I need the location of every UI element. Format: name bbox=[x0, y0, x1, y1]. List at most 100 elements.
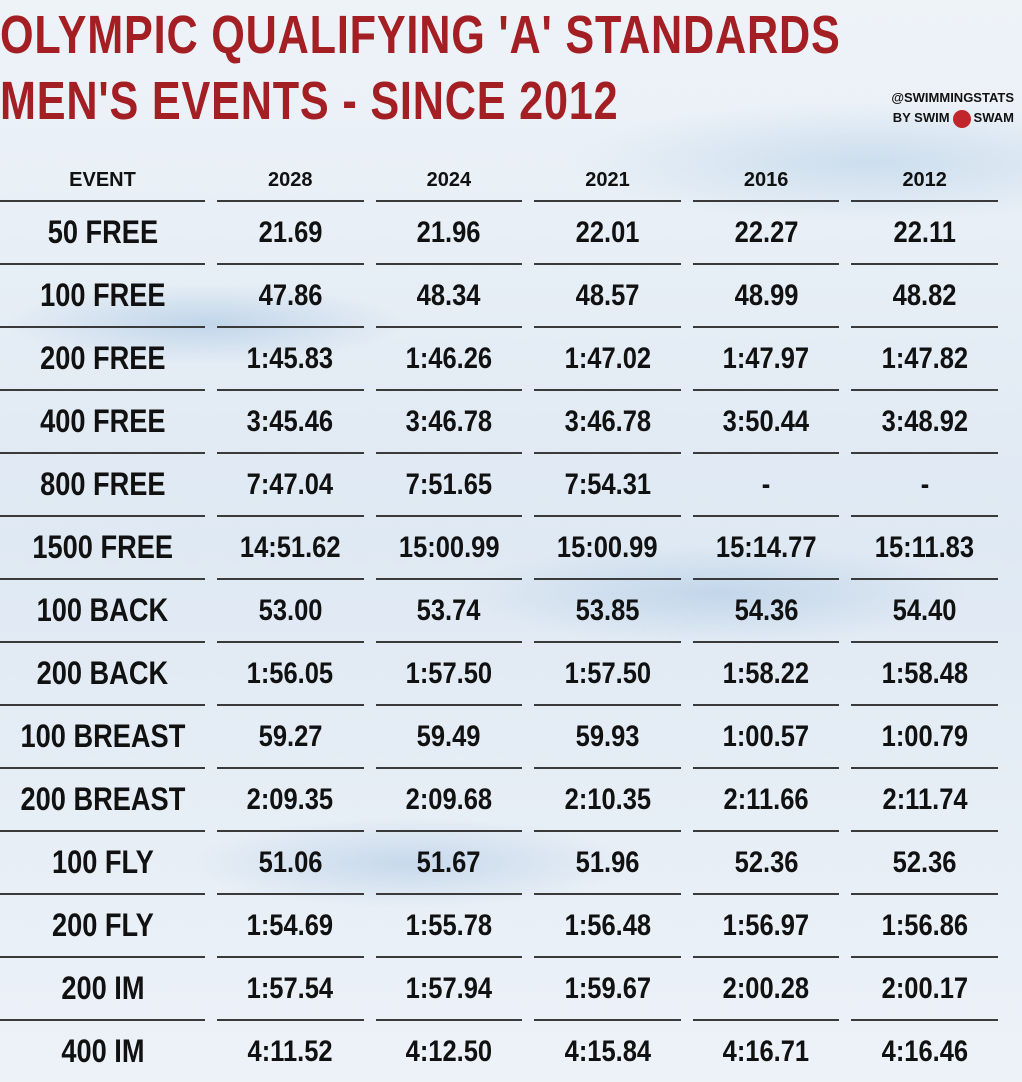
time-cell: 47.86 bbox=[217, 265, 364, 328]
time: 54.40 bbox=[892, 593, 957, 627]
time: 48.82 bbox=[892, 278, 957, 312]
time-cell: 51.96 bbox=[534, 832, 681, 895]
time: 48.57 bbox=[575, 278, 640, 312]
time: 51.06 bbox=[258, 845, 323, 879]
time: 59.27 bbox=[258, 719, 323, 753]
time: 51.67 bbox=[416, 845, 481, 879]
time-cell: 2:11.66 bbox=[692, 769, 840, 832]
time-cell: 1:46.26 bbox=[375, 328, 523, 391]
time: 1:55.78 bbox=[405, 908, 493, 942]
time: 52.36 bbox=[734, 845, 798, 879]
event-cell: 200 IM bbox=[0, 958, 205, 1021]
time-cell: 1:57.50 bbox=[375, 643, 523, 706]
time-cell: 22.01 bbox=[534, 202, 681, 265]
time-cell: 15:00.99 bbox=[375, 517, 523, 580]
time-cell: 54.40 bbox=[851, 580, 998, 643]
time: 15:00.99 bbox=[398, 530, 500, 564]
row: 800 FREE 7:47.04 7:51.65 7:54.31 - - bbox=[0, 454, 998, 517]
row: 400 FREE 3:45.46 3:46.78 3:46.78 3:50.44 3:48… bbox=[0, 391, 998, 454]
time-cell: 1:57.54 bbox=[217, 958, 364, 1021]
row: 200 FREE 1:45.83 1:46.26 1:47.02 1:47.97 1:47… bbox=[0, 328, 998, 391]
time: 4:11.52 bbox=[247, 1034, 333, 1068]
credit-text: SWAM bbox=[973, 110, 1014, 125]
time-cell: 1:59.67 bbox=[534, 958, 681, 1021]
time-cell: 52.36 bbox=[851, 832, 998, 895]
event-cell: 100 FREE bbox=[0, 265, 205, 328]
time: 1:56.86 bbox=[881, 908, 968, 942]
credit: @SWIMMINGSTATS BY SWIM SWAM bbox=[891, 88, 1014, 128]
time: 3:45.46 bbox=[247, 404, 334, 438]
time-cell: 53.85 bbox=[534, 580, 681, 643]
time: 22.27 bbox=[734, 215, 798, 249]
time: 21.69 bbox=[258, 215, 323, 249]
time-cell: 51.06 bbox=[217, 832, 364, 895]
row: 50 FREE 21.69 21.96 22.01 22.27 22.11 bbox=[0, 202, 998, 265]
row: 200 BACK 1:56.05 1:57.50 1:57.50 1:58.22 1:58… bbox=[0, 643, 998, 706]
time: 53.74 bbox=[416, 593, 481, 627]
event-cell: 100 BACK bbox=[0, 580, 205, 643]
time: 7:47.04 bbox=[247, 467, 334, 501]
column-header: EVENT bbox=[0, 160, 205, 202]
time: 1:00.57 bbox=[722, 719, 810, 753]
time-cell: 48.57 bbox=[534, 265, 681, 328]
time: 14:51.62 bbox=[239, 530, 341, 564]
time-cell: 48.99 bbox=[692, 265, 840, 328]
time: 1:57.94 bbox=[405, 971, 493, 1005]
time-cell: 1:47.02 bbox=[534, 328, 681, 391]
time: 53.85 bbox=[575, 593, 640, 627]
time-cell: - bbox=[851, 454, 998, 517]
row: 200 IM 1:57.54 1:57.94 1:59.67 2:00.28 2:00.1… bbox=[0, 958, 998, 1021]
time: 4:15.84 bbox=[564, 1034, 651, 1068]
time-cell: 48.82 bbox=[851, 265, 998, 328]
time: 4:12.50 bbox=[405, 1034, 493, 1068]
time: 15:00.99 bbox=[557, 530, 658, 564]
time: 1:54.69 bbox=[247, 908, 334, 942]
time-cell: 53.00 bbox=[217, 580, 364, 643]
time-cell: 1:47.97 bbox=[692, 328, 840, 391]
time-cell: 51.67 bbox=[375, 832, 523, 895]
event-name: 100 FLY bbox=[51, 844, 154, 880]
time-cell: 1:00.57 bbox=[692, 706, 840, 769]
event-name: 200 IM bbox=[60, 970, 145, 1006]
time: 7:54.31 bbox=[564, 467, 651, 501]
time: 3:46.78 bbox=[564, 404, 651, 438]
time-cell: 4:16.46 bbox=[851, 1021, 998, 1082]
time-cell: 3:46.78 bbox=[375, 391, 523, 454]
row: 400 IM 4:11.52 4:12.50 4:15.84 4:16.71 4:16.4… bbox=[0, 1021, 998, 1082]
time-cell: 54.36 bbox=[692, 580, 840, 643]
row: 100 FLY 51.06 51.67 51.96 52.36 52.36 bbox=[0, 832, 998, 895]
event-cell: 400 FREE bbox=[0, 391, 205, 454]
time-cell: 1:47.82 bbox=[851, 328, 998, 391]
time-cell: 48.34 bbox=[375, 265, 523, 328]
time: 47.86 bbox=[258, 278, 323, 312]
time: 4:16.71 bbox=[722, 1034, 810, 1068]
event-name: 50 FREE bbox=[47, 214, 158, 250]
time: 59.49 bbox=[416, 719, 481, 753]
time: 22.11 bbox=[893, 215, 956, 249]
time: 1:58.48 bbox=[881, 656, 968, 690]
time: 1:00.79 bbox=[881, 719, 968, 753]
time-cell: 1:56.05 bbox=[217, 643, 364, 706]
time: 2:09.35 bbox=[247, 782, 334, 816]
standards-table: EVENT 2028 2024 2021 2016 2012 50 FREE 21.69 21… bbox=[0, 160, 1010, 1082]
time: 1:56.05 bbox=[247, 656, 334, 690]
time-cell: 1:58.48 bbox=[851, 643, 998, 706]
time-cell: 4:11.52 bbox=[217, 1021, 364, 1082]
time-cell: 1:57.94 bbox=[375, 958, 523, 1021]
time-cell: 1:56.86 bbox=[851, 895, 998, 958]
credit-text: BY SWIM bbox=[892, 110, 950, 125]
time: 4:16.46 bbox=[881, 1034, 968, 1068]
event-cell: 800 FREE bbox=[0, 454, 205, 517]
event-cell: 100 BREAST bbox=[0, 706, 205, 769]
time: 15:11.83 bbox=[875, 530, 975, 564]
time: 1:47.82 bbox=[881, 341, 968, 375]
time: 1:57.50 bbox=[564, 656, 651, 690]
time: 52.36 bbox=[892, 845, 957, 879]
event-name: 1500 FREE bbox=[32, 529, 173, 565]
time-cell: 52.36 bbox=[692, 832, 840, 895]
event-name: 400 FREE bbox=[39, 403, 166, 439]
time-cell: 1:45.83 bbox=[217, 328, 364, 391]
event-name: 800 FREE bbox=[39, 466, 166, 502]
time: 1:57.50 bbox=[405, 656, 493, 690]
